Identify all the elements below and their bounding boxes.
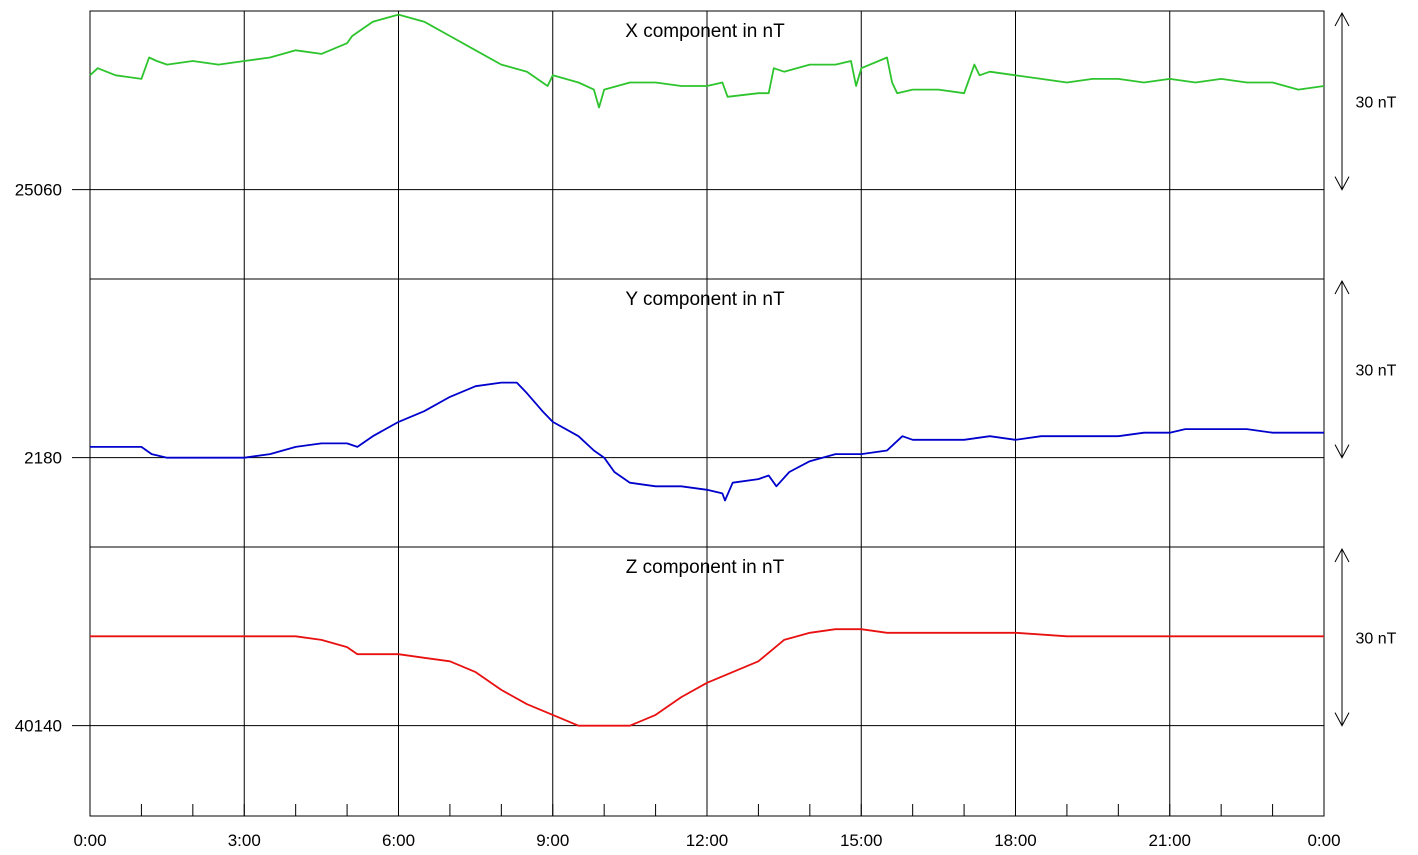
- chart-grid: [72, 10, 1350, 817]
- scale-arrow-head-down: [1334, 444, 1350, 459]
- x-tick-label: 0:00: [73, 831, 106, 850]
- x-tick-label: 12:00: [686, 831, 729, 850]
- chart-labels: 0:00 3:00 6:00 9:00 12:00 15:00 18:00 21:00 0:00…: [15, 21, 1397, 850]
- x-tick-label: 6:00: [382, 831, 415, 850]
- scale-arrow-head-up: [1334, 547, 1350, 563]
- x-tick-label: 21:00: [1148, 831, 1191, 850]
- chart-series: [89, 13, 1325, 727]
- panel-title: Y component in nT: [625, 289, 785, 310]
- panel-title: Z component in nT: [626, 557, 785, 578]
- baseline-label: 25060: [15, 181, 62, 200]
- x-tick-label: 18:00: [994, 831, 1037, 850]
- baseline-label: 40140: [15, 717, 62, 736]
- scale-bar-label: 30 nT: [1356, 630, 1397, 647]
- panel-title: X component in nT: [625, 21, 785, 42]
- scale-arrow-head-up: [1334, 279, 1350, 295]
- x-tick-label: 15:00: [840, 831, 883, 850]
- x-tick-label: 0:00: [1307, 831, 1340, 850]
- series-line-x: [89, 13, 1325, 109]
- scale-bar-label: 30 nT: [1356, 362, 1397, 379]
- scale-bar-label: 30 nT: [1356, 94, 1397, 111]
- series-line-z: [90, 628, 1324, 727]
- x-tick-label: 9:00: [536, 831, 569, 850]
- x-tick-label: 3:00: [228, 831, 261, 850]
- scale-arrow-head-up: [1334, 11, 1350, 27]
- scale-arrow-head-down: [1334, 712, 1350, 727]
- scale-arrow-head-down: [1334, 176, 1350, 191]
- baseline-label: 2180: [24, 449, 62, 468]
- series-line-y: [90, 381, 1324, 502]
